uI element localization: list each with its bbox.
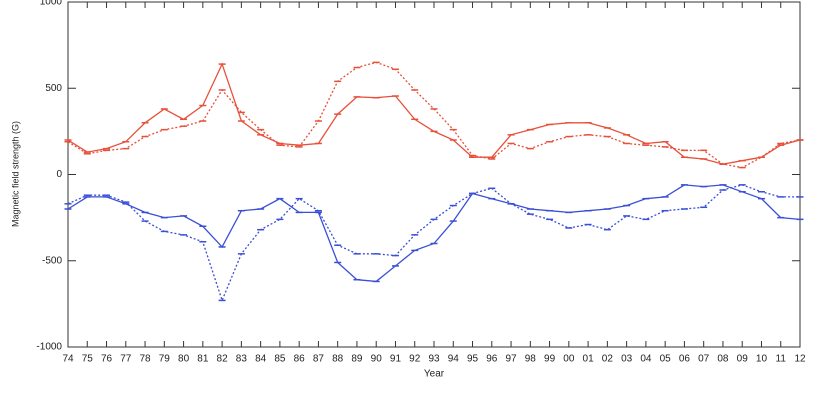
x-tick-label: 77 xyxy=(120,354,132,365)
y-tick-label: 0 xyxy=(56,169,62,180)
x-tick-label: 04 xyxy=(640,354,652,365)
x-tick-label: 84 xyxy=(255,354,267,365)
x-tick-label: 90 xyxy=(371,354,383,365)
x-tick-label: 88 xyxy=(332,354,344,365)
x-tick-label: 78 xyxy=(139,354,151,365)
x-axis-label: Year xyxy=(424,369,445,380)
x-tick-label: 87 xyxy=(313,354,325,365)
series-line xyxy=(67,61,801,169)
x-tick-label: 96 xyxy=(486,354,498,365)
x-tick-label: 02 xyxy=(602,354,614,365)
x-tick-label: 80 xyxy=(178,354,190,365)
series-line xyxy=(67,184,801,283)
x-tick-label: 86 xyxy=(294,354,306,365)
x-tick-label: 76 xyxy=(101,354,113,365)
x-tick-label: 92 xyxy=(409,354,421,365)
y-tick-label: -1000 xyxy=(36,342,62,353)
x-tick-label: 97 xyxy=(505,354,517,365)
x-tick-label: 94 xyxy=(448,354,460,365)
x-tick-label: 00 xyxy=(563,354,575,365)
x-tick-label: 83 xyxy=(236,354,248,365)
x-tick-label: 85 xyxy=(274,354,286,365)
x-tick-label: 11 xyxy=(776,354,787,365)
x-tick-label: 95 xyxy=(467,354,479,365)
series-line xyxy=(67,62,801,165)
plot-frame xyxy=(67,1,801,348)
x-tick-label: 75 xyxy=(82,354,94,365)
x-tick-label: 07 xyxy=(698,354,710,365)
x-tick-label: 05 xyxy=(660,354,672,365)
x-tick-label: 98 xyxy=(525,354,537,365)
x-tick-label: 82 xyxy=(217,354,229,365)
y-tick-label: 500 xyxy=(45,83,62,94)
x-tick-label: 79 xyxy=(159,354,171,365)
y-tick-label: -500 xyxy=(42,255,62,266)
x-tick-label: 10 xyxy=(756,354,768,365)
x-tick-label: 93 xyxy=(428,354,440,365)
x-tick-label: 99 xyxy=(544,354,556,365)
y-tick-label: 1000 xyxy=(40,0,63,8)
x-tick-label: 01 xyxy=(583,354,595,365)
x-tick-label: 12 xyxy=(794,354,806,365)
x-tick-label: 81 xyxy=(197,354,209,365)
x-tick-label: 91 xyxy=(390,354,402,365)
x-tick-label: 09 xyxy=(737,354,749,365)
x-tick-label: 74 xyxy=(62,354,74,365)
x-tick-label: 08 xyxy=(717,354,729,365)
x-tick-label: 89 xyxy=(351,354,363,365)
x-tick-label: 03 xyxy=(621,354,633,365)
y-axis-label: Magnetic field strength (G) xyxy=(10,121,20,227)
x-tick-label: 06 xyxy=(679,354,691,365)
